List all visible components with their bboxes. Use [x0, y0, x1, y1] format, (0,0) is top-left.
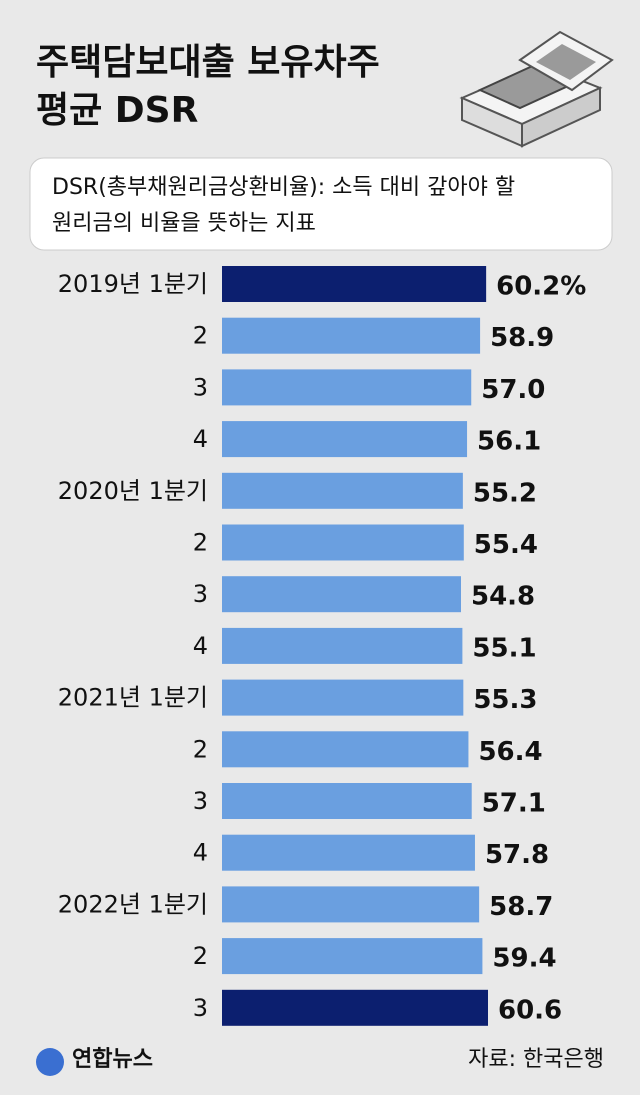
source: 자료: 한국은행: [468, 1047, 604, 1072]
money-illustration: [459, 30, 614, 148]
value-label: 57.0: [481, 375, 545, 405]
y-tick-label: 2: [193, 942, 208, 970]
value-label: 56.1: [477, 427, 541, 457]
chart-subtitle: 원리금의 비율을 뜻하는 지표: [52, 211, 316, 236]
bar: [222, 627, 463, 664]
bar: [222, 524, 464, 561]
value-label: 54.8: [471, 582, 535, 612]
y-tick-label: 2022년 1분기: [58, 890, 208, 918]
y-tick-label: 4: [193, 632, 208, 660]
bar: [222, 266, 487, 302]
y-tick-label: 3: [193, 994, 208, 1022]
y-tick-label: 3: [193, 373, 208, 401]
logo-text: 연합뉴스: [72, 1046, 153, 1072]
value-label: 55.1: [472, 633, 536, 663]
y-tick-label: 2021년 1분기: [58, 684, 208, 712]
y-tick-label: 2019년 1분기: [58, 270, 208, 298]
value-label: 60.6: [498, 995, 562, 1025]
value-label: 55.4: [474, 530, 538, 560]
y-tick-label: 4: [193, 839, 208, 867]
y-tick-label: 4: [193, 425, 208, 453]
y-tick-label: 3: [193, 580, 208, 608]
bar: [222, 317, 481, 354]
bar: [222, 731, 469, 768]
y-tick-label: 2: [193, 322, 208, 350]
bar: [222, 989, 488, 1026]
value-label: 57.8: [485, 840, 549, 870]
value-label: 55.3: [473, 685, 537, 715]
bar: [222, 369, 472, 406]
value-label: 56.4: [478, 737, 542, 767]
y-tick-label: 3: [193, 787, 208, 815]
chart-title: 평균 DSR: [36, 90, 198, 131]
logo: 연합뉴스: [36, 1046, 153, 1076]
value-label: 59.4: [492, 944, 556, 974]
value-label: 58.9: [490, 323, 554, 353]
y-tick-label: 2: [193, 735, 208, 763]
value-label: 57.1: [482, 789, 546, 819]
value-label: 60.2%: [496, 272, 586, 302]
bar: [222, 421, 468, 458]
chart-title: 주택담보대출 보유차주: [36, 42, 380, 83]
bar: [222, 886, 480, 923]
bar: [222, 783, 472, 819]
bar: [222, 472, 463, 509]
value-label: 55.2: [473, 478, 537, 508]
subtitle-box: [29, 157, 613, 251]
bar: [222, 679, 464, 716]
value-label: 58.7: [489, 892, 553, 922]
bar: [222, 834, 475, 871]
bar: [222, 938, 483, 975]
y-tick-label: 2: [193, 529, 208, 557]
y-tick-label: 2020년 1분기: [58, 477, 208, 505]
chart-subtitle: DSR(총부채원리금상환비율): 소득 대비 갚아야 할: [52, 175, 515, 200]
bar: [222, 576, 461, 613]
